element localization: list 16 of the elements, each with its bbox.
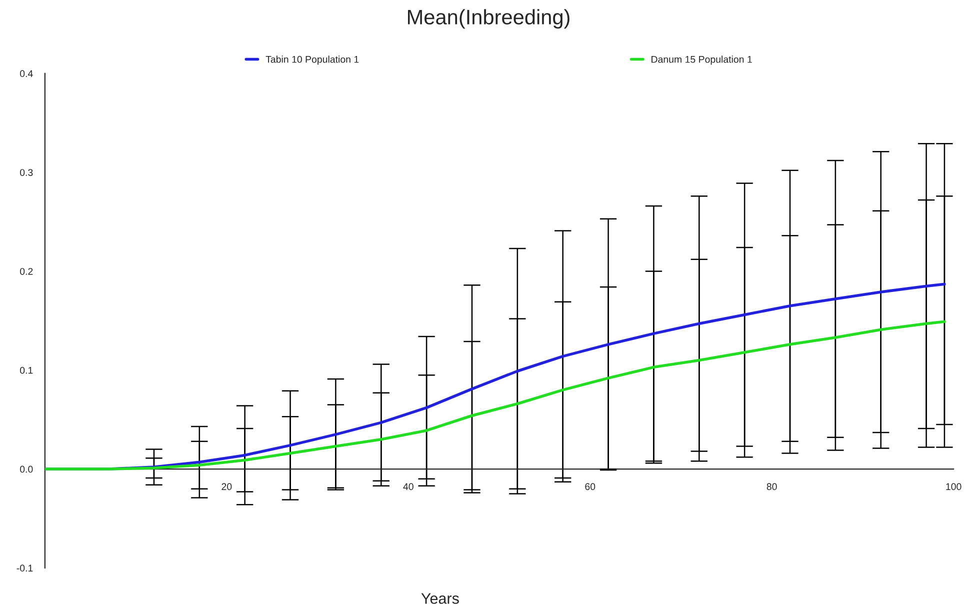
y-tick-label: 0.2 [20, 268, 33, 275]
legend-label: Danum 15 Population 1 [652, 56, 752, 65]
x-axis-title: Years [421, 593, 459, 604]
y-tick-label: -0.1 [16, 564, 33, 572]
line-series [44, 320, 946, 470]
y-tick-label: 0.4 [20, 70, 33, 78]
y-tick-label: 0.1 [20, 366, 33, 374]
y-tick-label: 0.3 [20, 169, 33, 176]
chart-title: Mean(Inbreeding) [408, 9, 570, 29]
x-tick-label: 60 [585, 483, 596, 490]
x-tick-label: 80 [766, 483, 777, 490]
y-tick-label: 0.0 [20, 466, 33, 473]
x-tick-label: 20 [222, 483, 232, 490]
legend-label: Tabin 10 Population 1 [266, 56, 359, 65]
x-tick-label: 40 [403, 483, 414, 490]
x-tick-label: 100 [946, 483, 962, 490]
